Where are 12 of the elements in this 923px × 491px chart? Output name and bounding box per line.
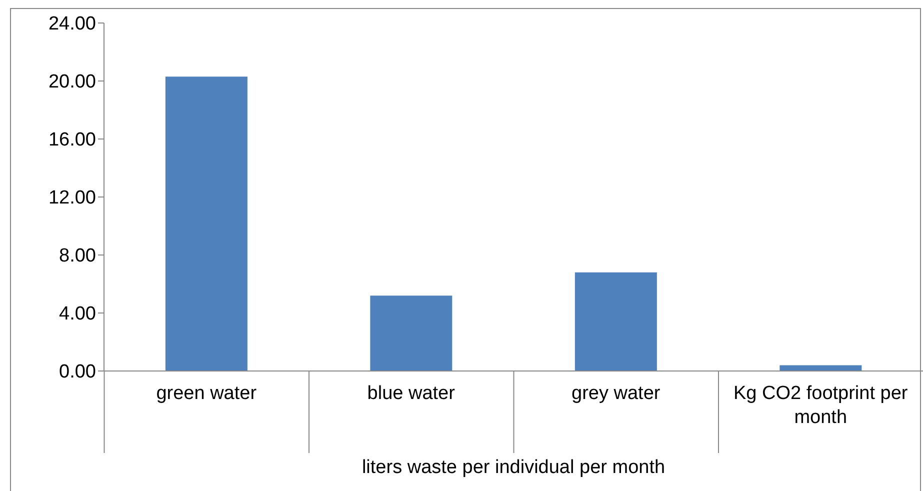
x-tick-label: blue water xyxy=(367,383,456,404)
x-tick-label: grey water xyxy=(572,383,661,404)
y-tick-label: 24.00 xyxy=(48,14,96,35)
y-tick-label: 4.00 xyxy=(59,304,96,325)
y-tick-label: 16.00 xyxy=(48,130,96,151)
y-tick-label: 20.00 xyxy=(48,72,96,93)
x-tick-label: Kg CO2 footprint per month xyxy=(733,383,908,428)
x-axis-title: liters waste per individual per month xyxy=(362,457,666,478)
y-tick-label: 8.00 xyxy=(59,246,96,267)
y-tick-label: 12.00 xyxy=(48,188,96,209)
y-tick-label: 0.00 xyxy=(59,362,96,383)
x-tick-label: green water xyxy=(156,383,258,404)
